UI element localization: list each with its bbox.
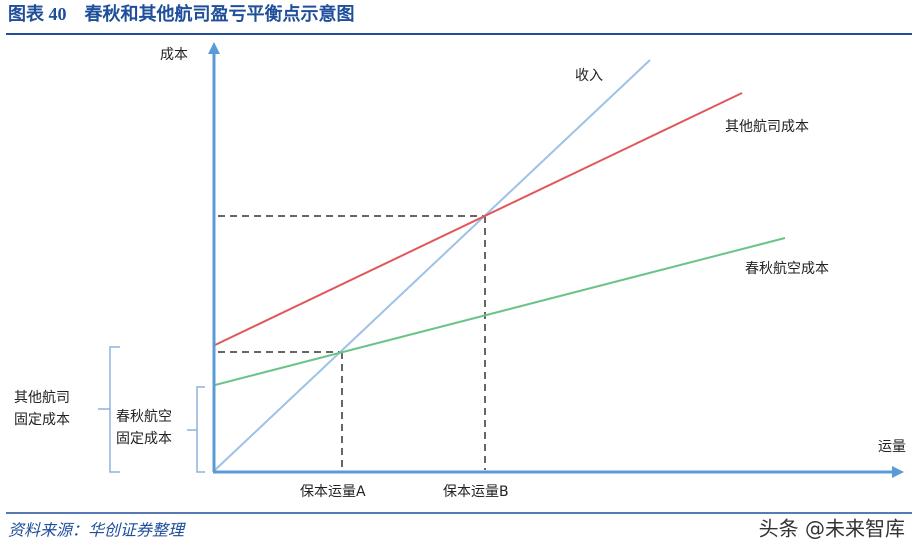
spring-cost-line — [214, 237, 786, 386]
line-label: 收入 — [575, 68, 603, 84]
bracket-label: 固定成本 — [14, 412, 70, 428]
source: 资料来源：华创证券整理 — [8, 522, 186, 540]
title: 图表 40 春秋和其他航司盈亏平衡点示意图 — [8, 3, 355, 24]
bracket-label: 固定成本 — [116, 431, 172, 447]
bracket-label: 其他航司 — [14, 390, 70, 406]
y-axis-label: 成本 — [160, 47, 188, 63]
breakeven-label: 保本运量A — [300, 484, 366, 500]
watermark: 头条 @未来智库 — [759, 517, 905, 541]
other-cost-line — [214, 92, 743, 346]
breakeven-label: 保本运量B — [443, 484, 509, 500]
bracket-label: 春秋航空 — [116, 409, 172, 425]
line-label: 其他航司成本 — [725, 119, 809, 135]
bracket — [187, 386, 205, 473]
x-axis-label: 运量 — [878, 439, 906, 455]
line-label: 春秋航空成本 — [745, 261, 829, 277]
revenue-line — [214, 59, 651, 471]
bracket — [98, 346, 120, 473]
